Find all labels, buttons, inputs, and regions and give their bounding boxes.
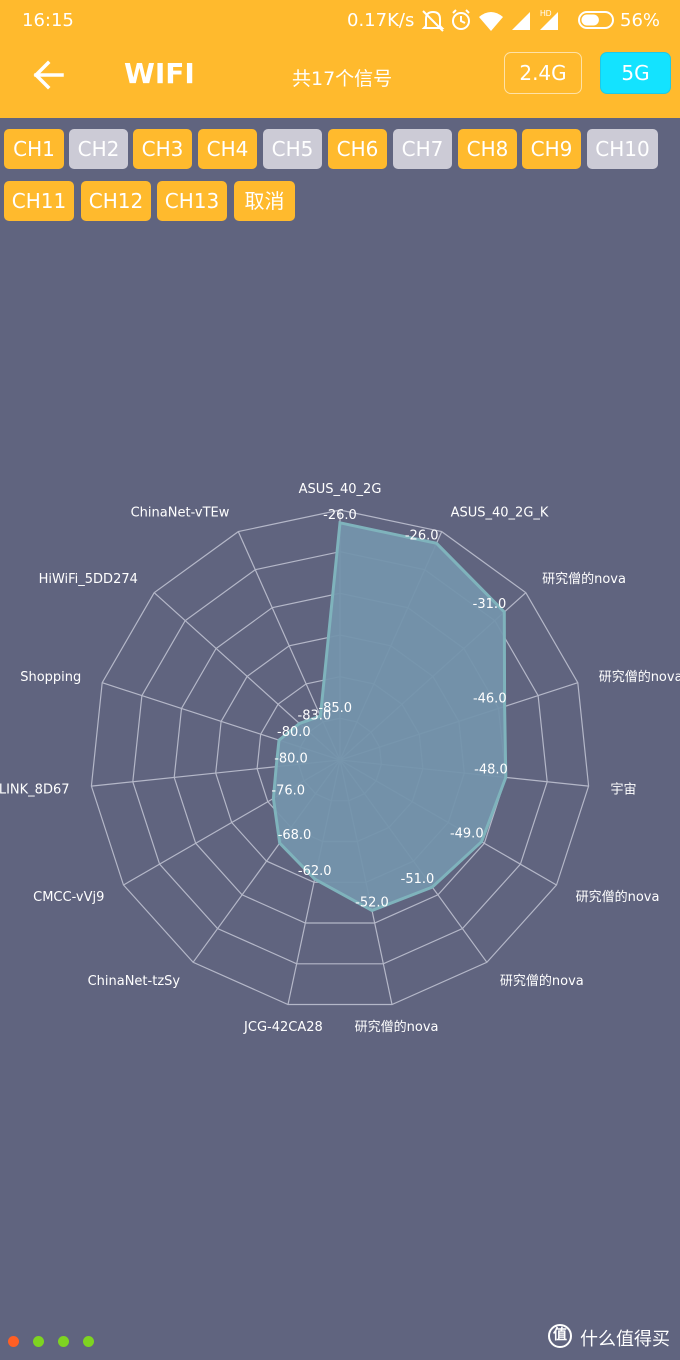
radar-category-label: 研究僧的nova bbox=[576, 889, 660, 905]
radar-value-label: -80.0 bbox=[277, 725, 311, 740]
back-button[interactable] bbox=[28, 55, 70, 95]
radar-value-label: -26.0 bbox=[405, 528, 439, 543]
cancel-button[interactable]: 取消 bbox=[234, 181, 295, 221]
radar-category-label: 研究僧的nova bbox=[599, 669, 680, 685]
radar-category-label: HiWiFi_5DD274 bbox=[39, 572, 138, 587]
radar-value-label: -49.0 bbox=[450, 827, 484, 842]
radar-category-label: TP-LINK_8D67 bbox=[0, 782, 70, 797]
channel-chip-ch5[interactable]: CH5 bbox=[263, 129, 322, 169]
radar-category-label: 宇宙 bbox=[611, 782, 637, 797]
radar-category-label: ASUS_40_2G_K bbox=[451, 506, 549, 521]
radar-category-label: 研究僧的nova bbox=[500, 973, 584, 989]
radar-category-label: ChinaNet-tzSy bbox=[88, 974, 181, 989]
page-dot bbox=[33, 1336, 44, 1347]
channel-chip-ch12[interactable]: CH12 bbox=[81, 181, 151, 221]
radar-grid-ring bbox=[132, 551, 548, 965]
channel-chip-ch7[interactable]: CH7 bbox=[393, 129, 452, 169]
radar-category-label: CMCC-vVj9 bbox=[33, 890, 104, 905]
status-bar: 16:15 0.17K/s HD 56% bbox=[0, 0, 680, 42]
radar-value-label: -52.0 bbox=[355, 896, 389, 911]
channel-chip-ch4[interactable]: CH4 bbox=[198, 129, 257, 169]
hd-label: HD bbox=[540, 9, 552, 18]
radar-value-label: -76.0 bbox=[271, 784, 305, 799]
band-2-4g-button[interactable]: 2.4G bbox=[504, 52, 582, 94]
radar-series-area bbox=[271, 520, 508, 913]
radar-category-label: Shopping bbox=[20, 670, 81, 685]
radar-value-label: -48.0 bbox=[474, 762, 508, 777]
radar-value-label: -68.0 bbox=[278, 828, 312, 843]
radar-value-label: -51.0 bbox=[401, 872, 435, 887]
watermark: 值 什么值得买 bbox=[548, 1324, 678, 1350]
signal-count: 共17个信号 bbox=[292, 68, 393, 90]
radar-value-label: -83.0 bbox=[298, 709, 332, 724]
channel-chip-ch1[interactable]: CH1 bbox=[4, 129, 64, 169]
status-icons: HD bbox=[421, 9, 558, 32]
page-dot bbox=[83, 1336, 94, 1347]
page-dot bbox=[8, 1336, 19, 1347]
battery-icon bbox=[578, 11, 614, 29]
channel-chip-ch8[interactable]: CH8 bbox=[458, 129, 517, 169]
radar-value-label: -26.0 bbox=[323, 508, 357, 523]
hd-signal-icon: HD bbox=[540, 9, 558, 30]
page-title: WIFI bbox=[124, 57, 195, 90]
radar-chart: -26.0 ASUS_40_2G -26.0 ASUS_40_2G_K -31.0 研究僧… bbox=[0, 482, 680, 1035]
wifi-icon bbox=[479, 12, 503, 31]
radar-category-label: ASUS_40_2G bbox=[299, 482, 382, 497]
radar-category-label: JCG-42CA28 bbox=[243, 1020, 323, 1035]
channel-chip-ch9[interactable]: CH9 bbox=[522, 129, 581, 169]
back-arrow-icon bbox=[33, 60, 64, 90]
radar-value-label: -80.0 bbox=[274, 752, 308, 767]
radar-category-label: ChinaNet-vTEw bbox=[131, 506, 230, 521]
band-5g-button[interactable]: 5G bbox=[600, 52, 671, 94]
channel-chip-ch6[interactable]: CH6 bbox=[328, 129, 387, 169]
alarm-icon bbox=[452, 9, 470, 30]
watermark-logo: 值 bbox=[548, 1324, 572, 1348]
channel-chip-ch3[interactable]: CH3 bbox=[133, 129, 192, 169]
battery-percent: 56% bbox=[620, 10, 661, 31]
page-dot bbox=[58, 1336, 69, 1347]
channel-chip-ch10[interactable]: CH10 bbox=[587, 129, 658, 169]
channel-chip-ch2[interactable]: CH2 bbox=[69, 129, 128, 169]
radar-value-label: -85.0 bbox=[318, 701, 352, 716]
battery-level-fill bbox=[581, 14, 599, 26]
channel-chip-ch13[interactable]: CH13 bbox=[157, 181, 227, 221]
page-indicator bbox=[8, 1336, 108, 1350]
watermark-text: 什么值得买 bbox=[580, 1329, 670, 1350]
dnd-off-icon bbox=[421, 10, 445, 32]
radar-value-label: -46.0 bbox=[473, 692, 507, 707]
status-time: 16:15 bbox=[22, 10, 74, 31]
signal-icon bbox=[512, 12, 530, 30]
radar-value-label: -31.0 bbox=[473, 597, 507, 612]
radar-value-label: -62.0 bbox=[298, 864, 332, 879]
radar-category-label: 研究僧的nova bbox=[355, 1019, 439, 1035]
radar-grid-ring bbox=[90, 509, 590, 1006]
status-net-speed: 0.17K/s bbox=[347, 10, 415, 31]
channel-chip-ch11[interactable]: CH11 bbox=[4, 181, 74, 221]
radar-category-label: 研究僧的nova bbox=[542, 571, 626, 587]
